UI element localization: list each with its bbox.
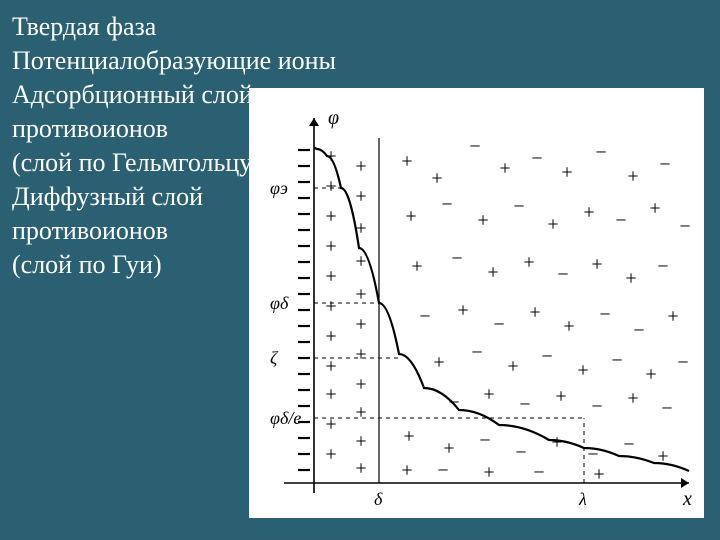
svg-text:−: − bbox=[493, 314, 504, 336]
svg-text:+: + bbox=[593, 464, 604, 486]
svg-text:−: − bbox=[479, 430, 490, 452]
svg-text:+: + bbox=[355, 431, 366, 453]
svg-text:−: − bbox=[515, 442, 526, 464]
double-layer-diagram: φxδλφэφδζφδ/e++++++++++++++++++++++++−+−… bbox=[249, 88, 704, 518]
svg-text:+: + bbox=[355, 156, 366, 178]
svg-text:+: + bbox=[325, 206, 336, 228]
svg-text:+: + bbox=[627, 388, 638, 410]
svg-text:+: + bbox=[325, 266, 336, 288]
svg-text:−: − bbox=[441, 194, 452, 216]
svg-text:+: + bbox=[325, 356, 336, 378]
svg-text:−: − bbox=[469, 136, 480, 158]
svg-text:+: + bbox=[355, 314, 366, 336]
svg-text:+: + bbox=[591, 254, 602, 276]
svg-text:+: + bbox=[355, 251, 366, 273]
svg-text:−: − bbox=[541, 346, 552, 368]
svg-text:−: − bbox=[591, 396, 602, 418]
svg-text:−: − bbox=[633, 320, 644, 342]
svg-text:+: + bbox=[325, 444, 336, 466]
svg-text:+: + bbox=[649, 198, 660, 220]
svg-text:−: − bbox=[661, 398, 672, 420]
svg-text:φδ/e: φδ/e bbox=[270, 408, 301, 428]
svg-text:+: + bbox=[477, 210, 488, 232]
slide: Твердая фаза Потенциалобразующие ионы Ад… bbox=[0, 0, 720, 540]
svg-text:−: − bbox=[448, 392, 459, 414]
svg-text:+: + bbox=[577, 360, 588, 382]
svg-text:+: + bbox=[325, 146, 336, 168]
svg-text:+: + bbox=[355, 284, 366, 306]
svg-text:+: + bbox=[325, 236, 336, 258]
svg-text:+: + bbox=[355, 374, 366, 396]
svg-text:−: − bbox=[419, 306, 430, 328]
svg-text:+: + bbox=[487, 262, 498, 284]
svg-text:+: + bbox=[325, 296, 336, 318]
svg-text:+: + bbox=[355, 186, 366, 208]
svg-text:+: + bbox=[443, 438, 454, 460]
svg-text:+: + bbox=[523, 252, 534, 274]
svg-text:+: + bbox=[401, 151, 412, 173]
svg-text:+: + bbox=[411, 256, 422, 278]
svg-text:+: + bbox=[645, 364, 656, 386]
svg-text:+: + bbox=[325, 326, 336, 348]
svg-text:+: + bbox=[551, 432, 562, 454]
svg-text:+: + bbox=[483, 384, 494, 406]
svg-text:+: + bbox=[483, 462, 494, 484]
svg-text:+: + bbox=[507, 356, 518, 378]
svg-text:−: − bbox=[471, 342, 482, 364]
svg-text:+: + bbox=[355, 458, 366, 480]
svg-text:+: + bbox=[499, 158, 510, 180]
svg-text:φ: φ bbox=[328, 107, 339, 129]
svg-text:−: − bbox=[451, 248, 462, 270]
svg-text:+: + bbox=[529, 302, 540, 324]
svg-text:−: − bbox=[599, 304, 610, 326]
svg-text:−: − bbox=[519, 394, 530, 416]
svg-text:−: − bbox=[587, 444, 598, 466]
svg-text:−: − bbox=[531, 148, 542, 170]
svg-text:x: x bbox=[682, 488, 692, 510]
svg-text:+: + bbox=[355, 218, 366, 240]
svg-text:+: + bbox=[355, 402, 366, 424]
svg-text:+: + bbox=[667, 306, 678, 328]
text-line-0: Твердая фаза bbox=[12, 10, 492, 44]
svg-text:−: − bbox=[659, 154, 670, 176]
svg-text:+: + bbox=[431, 168, 442, 190]
svg-text:−: − bbox=[437, 460, 448, 482]
svg-text:+: + bbox=[657, 446, 668, 468]
svg-text:+: + bbox=[325, 414, 336, 436]
svg-text:+: + bbox=[433, 352, 444, 374]
svg-text:−: − bbox=[513, 196, 524, 218]
svg-text:+: + bbox=[583, 202, 594, 224]
svg-text:+: + bbox=[627, 166, 638, 188]
svg-text:+: + bbox=[405, 206, 416, 228]
svg-text:−: − bbox=[611, 350, 622, 372]
svg-text:φδ: φδ bbox=[270, 293, 289, 313]
svg-text:+: + bbox=[325, 176, 336, 198]
svg-text:−: − bbox=[679, 216, 690, 238]
svg-text:+: + bbox=[547, 214, 558, 236]
svg-text:−: − bbox=[677, 352, 688, 374]
svg-text:+: + bbox=[401, 460, 412, 482]
svg-text:−: − bbox=[595, 142, 606, 164]
svg-text:+: + bbox=[403, 426, 414, 448]
svg-text:+: + bbox=[325, 384, 336, 406]
svg-text:λ: λ bbox=[578, 489, 587, 509]
svg-text:+: + bbox=[563, 316, 574, 338]
svg-text:−: − bbox=[557, 264, 568, 286]
svg-text:+: + bbox=[457, 300, 468, 322]
svg-text:−: − bbox=[623, 434, 634, 456]
svg-text:φэ: φэ bbox=[270, 178, 288, 198]
svg-text:δ: δ bbox=[374, 489, 383, 509]
svg-text:+: + bbox=[561, 162, 572, 184]
svg-text:+: + bbox=[625, 268, 636, 290]
text-line-1: Потенциалобразующие ионы bbox=[12, 44, 492, 78]
svg-text:−: − bbox=[533, 462, 544, 484]
svg-text:+: + bbox=[555, 386, 566, 408]
diagram-figure: φxδλφэφδζφδ/e++++++++++++++++++++++++−+−… bbox=[249, 88, 704, 518]
svg-text:+: + bbox=[355, 344, 366, 366]
svg-text:−: − bbox=[615, 210, 626, 232]
svg-text:−: − bbox=[657, 256, 668, 278]
